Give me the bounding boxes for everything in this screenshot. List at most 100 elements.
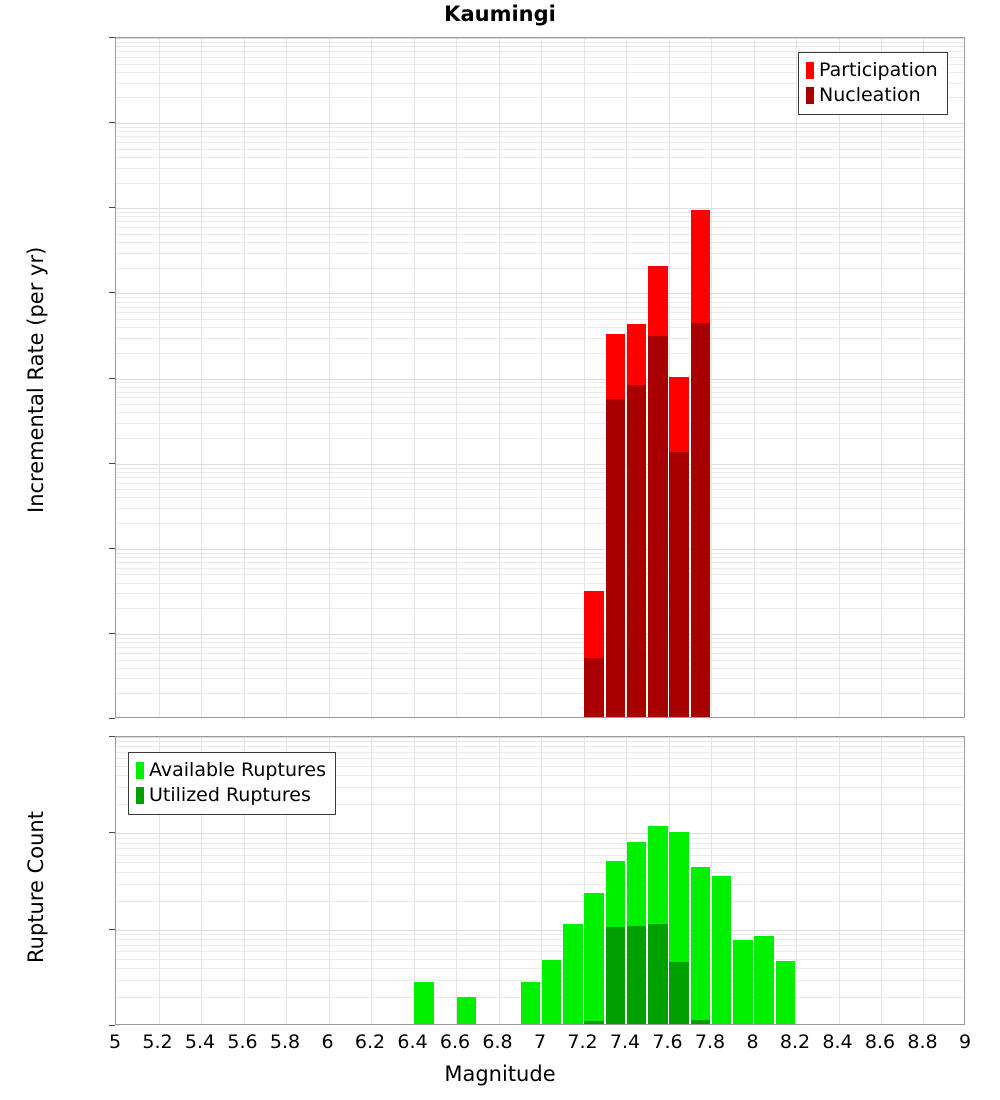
bar-segment-utilized-ruptures [626, 926, 647, 1024]
vertical-gridline [754, 737, 755, 1024]
gridline [116, 553, 964, 554]
gridline [116, 562, 964, 563]
vertical-gridline [456, 737, 457, 1024]
legend-item[interactable]: Nucleation [806, 83, 938, 108]
bar-group [669, 737, 689, 1024]
bottom-y-axis-title: Rupture Count [24, 810, 48, 963]
incremental-rate-plot [115, 37, 965, 718]
legend-item[interactable]: Participation [806, 58, 938, 83]
bar-segment-utilized-ruptures [648, 923, 668, 1024]
legend-swatch-icon [806, 62, 814, 79]
bar-group [690, 737, 711, 1024]
gridline [116, 397, 964, 398]
x-tick-label: 5.6 [227, 1031, 258, 1053]
bar-group [414, 737, 434, 1024]
y-tick-mark [109, 633, 115, 634]
vertical-gridline [456, 38, 457, 717]
top-legend[interactable]: Participation Nucleation [798, 52, 948, 115]
legend-item[interactable]: Utilized Ruptures [136, 783, 326, 808]
x-tick-label: 7.2 [567, 1031, 598, 1053]
gridline [116, 149, 964, 150]
vertical-gridline [201, 737, 202, 1024]
gridline [116, 38, 964, 39]
y-tick-mark [109, 548, 115, 549]
bar-segment-utilized-ruptures [605, 926, 626, 1024]
bar-segment-available-ruptures [541, 960, 562, 1024]
gridline [116, 423, 964, 424]
legend-swatch-icon [136, 762, 144, 779]
y-tick-mark [109, 207, 115, 208]
gridline [116, 855, 964, 856]
gridline [116, 438, 964, 439]
x-tick-label: 7.8 [694, 1031, 726, 1053]
bar-segment-nucleation [584, 657, 604, 717]
rupture-count-plot [115, 736, 965, 1025]
gridline [116, 884, 964, 885]
bar-segment-utilized-ruptures [584, 1021, 604, 1024]
gridline [116, 968, 964, 969]
gridline [116, 980, 964, 981]
gridline [116, 123, 964, 124]
vertical-gridline [286, 737, 287, 1024]
bottom-legend[interactable]: Available Ruptures Utilized Ruptures [128, 752, 336, 815]
gridline [116, 131, 964, 132]
gridline [116, 242, 964, 243]
vertical-gridline [626, 737, 627, 1024]
bar-group [626, 737, 647, 1024]
gridline [116, 848, 964, 849]
y-tick-mark [109, 718, 115, 719]
x-tick-label: 9 [958, 1031, 972, 1053]
vertical-gridline [923, 737, 924, 1024]
gridline [116, 57, 964, 58]
gridline [116, 959, 964, 960]
gridline [116, 901, 964, 902]
gridline [116, 51, 964, 52]
gridline [116, 208, 964, 209]
gridline [116, 168, 964, 169]
gridline [116, 136, 964, 137]
gridline [116, 668, 964, 669]
bar-group [648, 737, 668, 1024]
vertical-gridline [371, 38, 372, 717]
bar-group [605, 737, 626, 1024]
vertical-gridline [711, 737, 712, 1024]
gridline [116, 557, 964, 558]
vertical-gridline [796, 38, 797, 717]
vertical-gridline [371, 737, 372, 1024]
bar-group [541, 737, 562, 1024]
x-tick-label: 8.8 [907, 1031, 938, 1053]
gridline [116, 307, 964, 308]
top-y-axis-title: Incremental Rate (per yr) [24, 246, 48, 513]
vertical-gridline [839, 737, 840, 1024]
vertical-gridline [499, 737, 500, 1024]
y-tick-mark [109, 736, 115, 737]
x-tick-label: 5.4 [184, 1031, 216, 1053]
vertical-gridline [626, 38, 627, 717]
bar-group [669, 38, 689, 717]
vertical-gridline [159, 737, 160, 1024]
gridline [116, 583, 964, 584]
gridline [116, 227, 964, 228]
gridline [116, 64, 964, 65]
gridline [116, 319, 964, 320]
gridline [116, 497, 964, 498]
x-tick-label: 6 [321, 1031, 334, 1053]
bar-segment-available-ruptures [754, 935, 774, 1024]
gridline [116, 833, 964, 834]
gridline [116, 746, 964, 747]
vertical-gridline [584, 38, 585, 717]
bar-group [478, 737, 498, 1024]
gridline [116, 574, 964, 575]
legend-item[interactable]: Available Ruptures [136, 758, 326, 783]
bar-segment-available-ruptures [520, 982, 541, 1024]
vertical-gridline [881, 38, 882, 717]
bar-group [584, 737, 604, 1024]
gridline [116, 523, 964, 524]
vertical-gridline [796, 737, 797, 1024]
gridline [116, 387, 964, 388]
bar-segment-utilized-ruptures [690, 1020, 711, 1024]
legend-label: Participation [819, 59, 938, 81]
legend-swatch-icon [136, 787, 144, 804]
vertical-gridline [159, 38, 160, 717]
bar-segment-utilized-ruptures [669, 962, 689, 1024]
